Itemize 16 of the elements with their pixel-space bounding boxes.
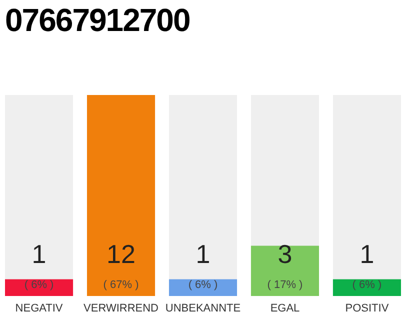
annotation: ( 17% ) xyxy=(267,279,303,291)
annotation: ( 6% ) xyxy=(24,279,54,291)
data-label: 12 xyxy=(106,239,136,269)
x-tick-label: NEGATIV xyxy=(15,302,64,314)
annotation: ( 6% ) xyxy=(188,279,218,291)
x-tick-label: UNBEKANNTE xyxy=(165,302,241,314)
data-label: 1 xyxy=(196,239,210,269)
annotation: ( 6% ) xyxy=(352,279,382,291)
x-tick-label: VERWIRREND xyxy=(84,302,159,314)
data-label: 3 xyxy=(278,239,292,269)
x-tick-label: EGAL xyxy=(270,302,300,314)
data-label: 1 xyxy=(32,239,46,269)
chart-title: 07667912700 xyxy=(5,2,190,39)
annotation: ( 67% ) xyxy=(103,279,139,291)
data-label: 1 xyxy=(360,239,374,269)
x-tick-label: POSITIV xyxy=(345,302,390,314)
